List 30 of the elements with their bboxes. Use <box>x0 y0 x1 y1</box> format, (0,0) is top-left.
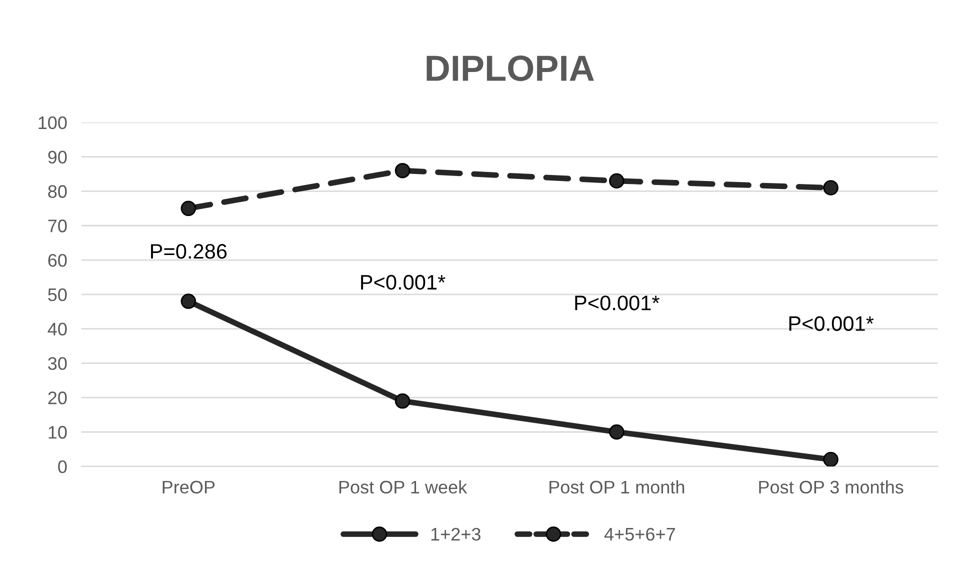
y-tick-label: 100 <box>38 116 67 130</box>
x-tick-label: Post OP 1 week <box>339 480 468 494</box>
legend-label: 4+5+6+7 <box>604 528 675 541</box>
y-tick-label: 10 <box>48 426 67 439</box>
chart-title: DIPLOPIA <box>426 56 594 82</box>
point <box>394 162 410 178</box>
annotation: P=0.286 <box>151 244 227 259</box>
annotation: P<0.001* <box>575 296 660 310</box>
annotation: P<0.001* <box>361 274 446 290</box>
point <box>823 452 838 466</box>
y-tick-label: 50 <box>48 288 67 302</box>
y-tick-label: 80 <box>48 185 67 198</box>
x-tick-label: PreOP <box>162 480 215 494</box>
y-tick-label: 90 <box>48 150 67 164</box>
y-tick-label: 60 <box>48 254 67 267</box>
point <box>394 393 410 409</box>
y-tick-label: 20 <box>48 392 67 404</box>
point <box>609 424 624 440</box>
x-tick-label: Post OP 3 months <box>759 480 904 494</box>
annotation: P<0.001* <box>789 316 874 331</box>
point <box>180 294 196 309</box>
y-tick-label: 40 <box>48 322 67 336</box>
y-tick-label: 0 <box>58 460 67 474</box>
x-tick-label: Post OP 1 month <box>550 480 684 494</box>
legend-label: 1+2+3 <box>431 528 480 541</box>
y-tick-label: 30 <box>48 357 67 370</box>
point <box>609 173 624 189</box>
y-tick-label: 70 <box>48 220 67 232</box>
point <box>823 180 838 196</box>
point <box>180 200 196 216</box>
